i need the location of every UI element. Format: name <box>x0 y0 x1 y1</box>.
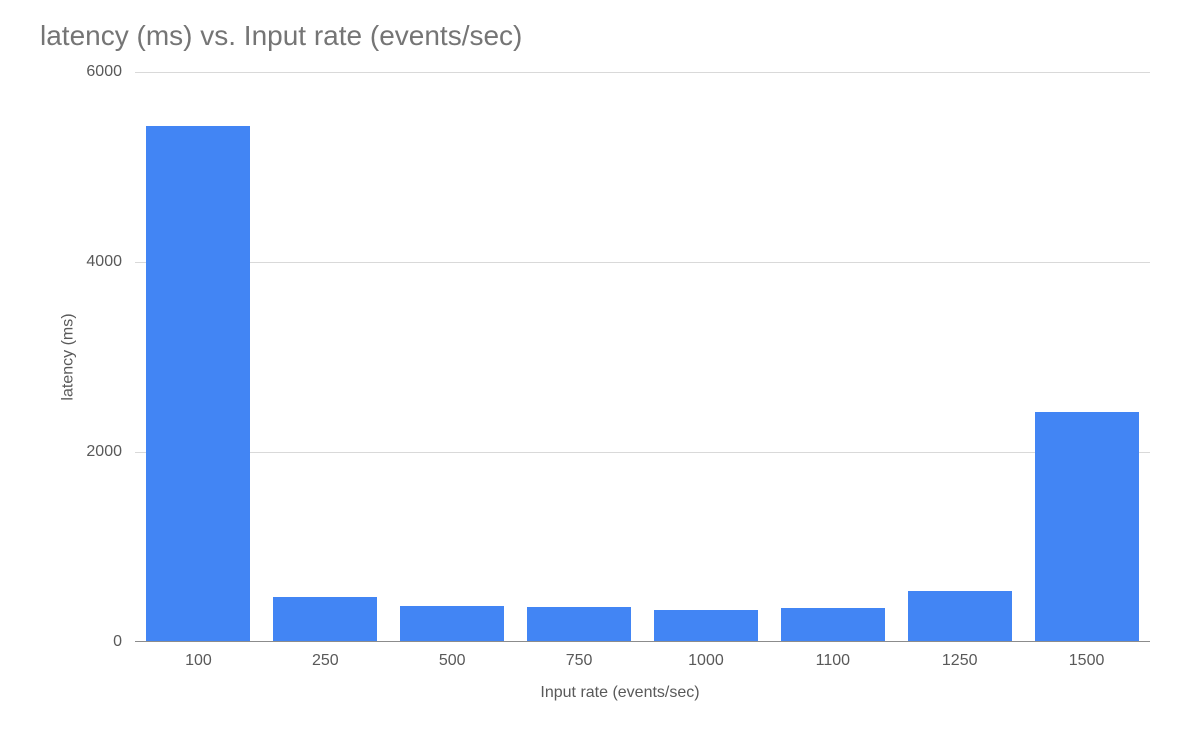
bar <box>273 597 377 642</box>
bar <box>908 591 1012 642</box>
bars-group: 1002505007501000110012501500 <box>135 72 1150 642</box>
x-tick-label: 100 <box>185 652 212 670</box>
bar-slot: 1100 <box>769 72 896 642</box>
chart-container: latency (ms) vs. Input rate (events/sec)… <box>0 0 1200 742</box>
y-tick-label: 6000 <box>86 63 122 81</box>
bar <box>1035 412 1139 642</box>
x-tick-label: 250 <box>312 652 339 670</box>
bar <box>400 606 504 642</box>
plot-area: latency (ms) 0200040006000 1002505007501… <box>70 72 1170 642</box>
x-tick-label: 1250 <box>942 652 978 670</box>
bar-slot: 500 <box>389 72 516 642</box>
x-tick-label: 750 <box>566 652 593 670</box>
x-axis-label: Input rate (events/sec) <box>540 684 699 702</box>
bar <box>654 610 758 642</box>
x-axis-baseline <box>135 641 1150 642</box>
x-tick-label: 500 <box>439 652 466 670</box>
bar-slot: 100 <box>135 72 262 642</box>
chart-title: latency (ms) vs. Input rate (events/sec) <box>40 20 1170 52</box>
x-tick-label: 1000 <box>688 652 724 670</box>
x-tick-label: 1500 <box>1069 652 1105 670</box>
bar <box>527 607 631 642</box>
bar-slot: 250 <box>262 72 389 642</box>
bar-slot: 750 <box>516 72 643 642</box>
x-tick-label: 1100 <box>816 652 850 670</box>
y-axis-ticks: 0200040006000 <box>70 72 130 642</box>
grid-area: 1002505007501000110012501500 <box>135 72 1150 642</box>
y-tick-label: 4000 <box>86 253 122 271</box>
bar-slot: 1500 <box>1023 72 1150 642</box>
y-tick-label: 2000 <box>86 443 122 461</box>
bar-slot: 1250 <box>896 72 1023 642</box>
bar <box>146 126 250 642</box>
bar <box>781 608 885 642</box>
y-tick-label: 0 <box>113 633 122 651</box>
bar-slot: 1000 <box>643 72 770 642</box>
